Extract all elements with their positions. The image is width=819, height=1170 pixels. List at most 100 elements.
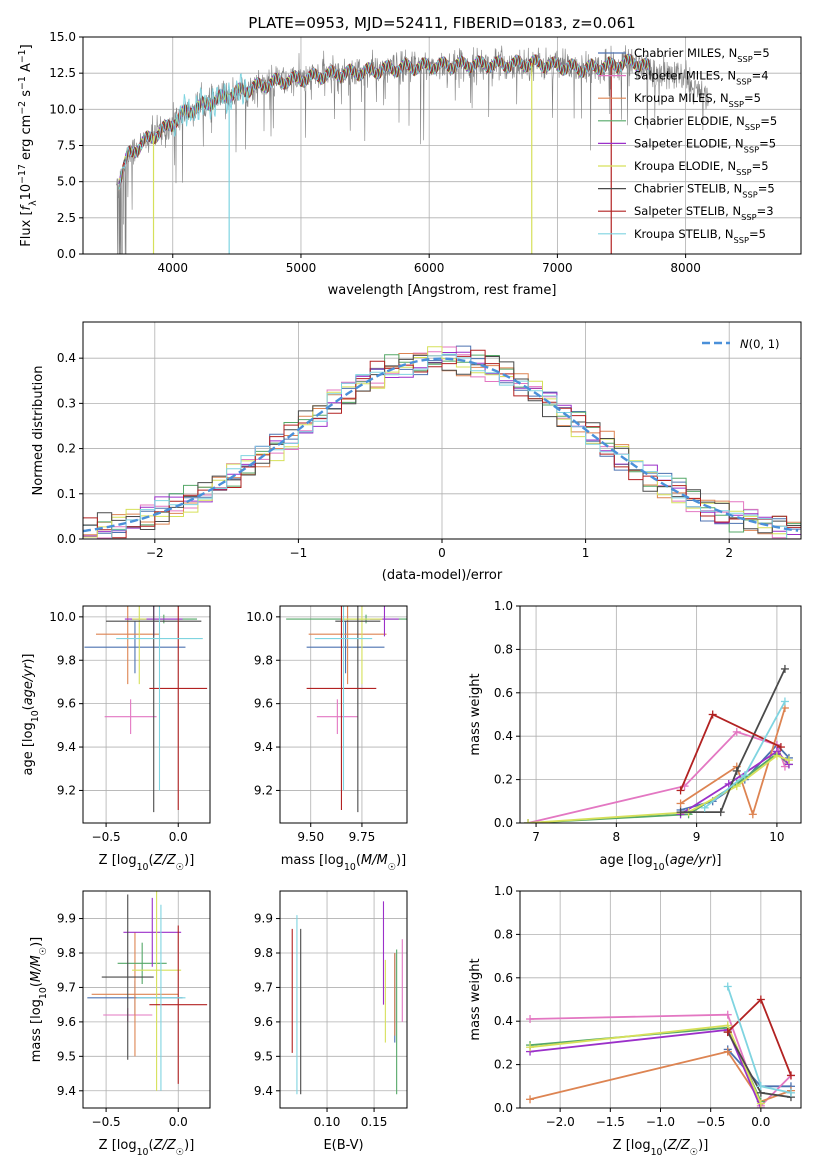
model-spectrum-line bbox=[118, 53, 651, 190]
legend-label: Kroupa STELIB, NSSP=5 bbox=[634, 227, 766, 245]
tick-label-y: 9.2 bbox=[254, 783, 273, 797]
plot-frame bbox=[82, 890, 211, 1109]
plot-frame bbox=[519, 605, 802, 824]
legend-label: Kroupa ELODIE, NSSP=5 bbox=[634, 159, 769, 177]
tick-label-y: 0.0 bbox=[494, 816, 513, 830]
x-axis-label: Z [log10(Z/Z☉)] bbox=[613, 1138, 709, 1158]
axis-frame: −2 −1 0 1 2 0.0 0.1 0.2 0.3 0.4 bbox=[57, 321, 802, 560]
y-axis-label: Flux [fλ10−17 erg cm−2 s−1 A−1] bbox=[17, 44, 39, 246]
tick-label-y: 1.0 bbox=[494, 884, 513, 898]
tick-label-y: 12.5 bbox=[49, 66, 76, 80]
tick-label-x: 7 bbox=[532, 830, 540, 844]
error-bar-point bbox=[101, 894, 154, 1060]
tick-label-x: −0.5 bbox=[92, 830, 121, 844]
tick-label-y: 0.4 bbox=[494, 1014, 513, 1028]
mass-vs-Z-axes bbox=[83, 891, 210, 1108]
error-bar-point bbox=[316, 699, 358, 735]
tick-label-y: 0.1 bbox=[57, 487, 76, 501]
tick-label-x: −1 bbox=[290, 546, 308, 560]
tick-label-y: 9.8 bbox=[254, 946, 273, 960]
y-axis-label: Normed distribution bbox=[31, 366, 46, 496]
tick-label-y: 9.6 bbox=[254, 697, 273, 711]
error-bar-point bbox=[149, 606, 208, 810]
legend-label: Kroupa MILES, NSSP=5 bbox=[634, 91, 761, 109]
tick-label-y: 7.5 bbox=[57, 139, 76, 153]
x-axis-label: Z [log10(Z/Z☉)] bbox=[99, 853, 195, 873]
mass-vs-Z-plot bbox=[87, 891, 208, 1091]
tick-label-y: 0.0 bbox=[494, 1101, 513, 1115]
error-bar-point bbox=[117, 942, 167, 984]
axis-frame: −0.5 0.0 9.4 9.5 9.6 9.7 9.8 9.9 bbox=[57, 890, 211, 1129]
tick-label-x: 0 bbox=[438, 546, 446, 560]
tick-label-y: 10.0 bbox=[49, 610, 76, 624]
tick-label-y: 9.5 bbox=[254, 1049, 273, 1063]
tick-label-y: 9.6 bbox=[57, 697, 76, 711]
chart-title: PLATE=0953, MJD=52411, FIBERID=0183, z=0… bbox=[248, 14, 635, 32]
series bbox=[676, 710, 785, 795]
tick-label-x: 0.0 bbox=[169, 1115, 188, 1129]
tick-label-x: 0.10 bbox=[314, 1115, 341, 1129]
x-axis-label: (data-model)/error bbox=[382, 568, 503, 583]
y-axis-label: mass weight bbox=[468, 673, 483, 755]
model-spectrum-line bbox=[118, 53, 651, 188]
tick-label-y: 9.9 bbox=[57, 912, 76, 926]
axis-frame: −0.5 0.0 9.2 9.4 9.6 9.8 10.0 bbox=[49, 605, 211, 844]
tick-label-y: 9.8 bbox=[254, 653, 273, 667]
x-axis-label: Z [log10(Z/Z☉)] bbox=[99, 1138, 195, 1158]
tick-label-y: 0.4 bbox=[57, 351, 76, 365]
tick-label-y: 9.4 bbox=[57, 1084, 76, 1098]
plot-frame bbox=[279, 890, 408, 1109]
error-bar-point bbox=[106, 606, 202, 813]
legend: N(0, 1) bbox=[702, 337, 780, 351]
mass-vs-ebv-axes bbox=[280, 891, 407, 1108]
tick-label-y: 15.0 bbox=[49, 30, 76, 44]
series bbox=[526, 1025, 765, 1108]
hist-plot bbox=[83, 345, 801, 539]
series-line bbox=[527, 752, 790, 823]
mass-vs-ebv-plot bbox=[291, 901, 403, 1095]
mass-weight-vs-age-plot bbox=[524, 664, 793, 823]
tick-label-y: 9.4 bbox=[254, 740, 273, 754]
tick-label-x: 8 bbox=[613, 830, 621, 844]
tick-label-x: 9 bbox=[693, 830, 701, 844]
legend-label: Chabrier ELODIE, NSSP=5 bbox=[634, 114, 777, 132]
age-vs-Z-plot bbox=[84, 606, 208, 813]
tick-label-x: 5000 bbox=[286, 261, 317, 275]
legend-label: N(0, 1) bbox=[740, 337, 780, 351]
tick-label-y: 0.8 bbox=[494, 927, 513, 941]
histogram-step bbox=[83, 353, 801, 539]
tick-label-x: 6000 bbox=[414, 261, 445, 275]
tick-label-y: 9.2 bbox=[57, 783, 76, 797]
tick-label-x: 0.15 bbox=[361, 1115, 388, 1129]
error-bar-point bbox=[308, 606, 387, 685]
error-bar-point bbox=[84, 621, 186, 674]
error-bar-point bbox=[306, 621, 385, 674]
tick-label-y: 9.9 bbox=[254, 912, 273, 926]
series bbox=[700, 697, 789, 812]
legend: Chabrier MILES, NSSP=5 Salpeter MILES, NS… bbox=[598, 46, 777, 245]
series-line bbox=[679, 713, 782, 791]
axis-frame: 7 8 9 10 0.0 0.2 0.4 0.6 0.8 1.0 bbox=[494, 599, 802, 844]
error-bar-point bbox=[341, 606, 383, 685]
axis-frame: −2.0 −1.5 −1.0 −0.5 0.0 0.0 0.2 0.4 0.6 0.8 1.0 bbox=[494, 884, 802, 1129]
legend-label: Salpeter MILES, NSSP=4 bbox=[634, 69, 769, 87]
tick-label-y: 0.6 bbox=[494, 686, 513, 700]
tick-label-y: 0.8 bbox=[494, 642, 513, 656]
axis-frame: 4000 5000 6000 7000 8000 0.0 2.5 5.0 7.5 10.0 12.5… bbox=[49, 30, 802, 275]
series bbox=[676, 664, 789, 817]
legend-label: Chabrier MILES, NSSP=5 bbox=[634, 46, 770, 64]
tick-label-y: 0.0 bbox=[57, 247, 76, 261]
tick-label-y: 0.2 bbox=[494, 1058, 513, 1072]
error-bar-point bbox=[335, 606, 381, 813]
tick-label-x: −0.5 bbox=[92, 1115, 121, 1129]
tick-label-y: 9.8 bbox=[57, 946, 76, 960]
error-bar-point bbox=[104, 699, 157, 735]
mass-weight-vs-age-axes bbox=[520, 605, 801, 824]
error-bar-point bbox=[132, 891, 182, 1091]
tick-label-y: 9.6 bbox=[57, 1015, 76, 1029]
error-bar-point bbox=[91, 932, 179, 1057]
x-axis-label: age [log10(age/yr)] bbox=[599, 853, 721, 873]
tick-label-x: 4000 bbox=[157, 261, 188, 275]
tick-label-x: −1.5 bbox=[596, 1115, 625, 1129]
tick-label-y: 0.2 bbox=[494, 773, 513, 787]
